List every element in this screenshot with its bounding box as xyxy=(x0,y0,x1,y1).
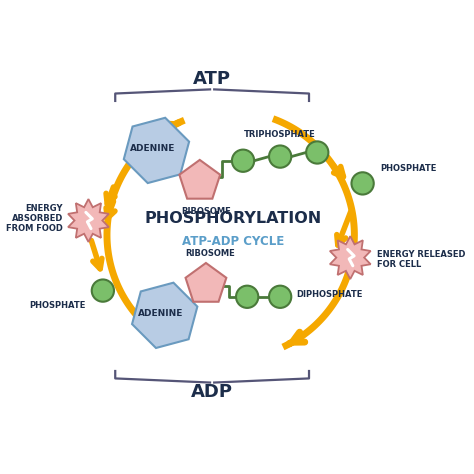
Text: ENERGY RELEASED
FOR CELL: ENERGY RELEASED FOR CELL xyxy=(377,250,465,269)
Circle shape xyxy=(232,150,254,172)
Circle shape xyxy=(269,146,292,168)
Text: DIPHOSPHATE: DIPHOSPHATE xyxy=(297,290,363,299)
Text: PHOSPHORYLATION: PHOSPHORYLATION xyxy=(144,211,321,226)
Text: PHOSPHATE: PHOSPHATE xyxy=(29,301,85,310)
Text: ADENINE: ADENINE xyxy=(138,309,183,318)
Circle shape xyxy=(269,286,292,308)
Text: RIBOSOME: RIBOSOME xyxy=(181,207,231,216)
Polygon shape xyxy=(330,236,371,279)
Text: ADENINE: ADENINE xyxy=(130,144,175,153)
Circle shape xyxy=(236,286,258,308)
Text: ATP: ATP xyxy=(193,71,231,89)
Polygon shape xyxy=(132,283,197,348)
Text: ADP: ADP xyxy=(191,383,233,401)
Text: RIBOSOME: RIBOSOME xyxy=(185,249,235,257)
Text: ATP-ADP CYCLE: ATP-ADP CYCLE xyxy=(182,235,284,247)
Text: TRIPHOSPHATE: TRIPHOSPHATE xyxy=(244,130,316,139)
Polygon shape xyxy=(179,160,220,199)
Polygon shape xyxy=(68,199,109,242)
Circle shape xyxy=(306,141,328,164)
Text: ENERGY
ABSORBED
FROM FOOD: ENERGY ABSORBED FROM FOOD xyxy=(6,203,63,233)
Circle shape xyxy=(352,172,374,194)
Polygon shape xyxy=(185,263,226,302)
Polygon shape xyxy=(124,118,189,183)
Circle shape xyxy=(92,280,114,302)
Text: PHOSPHATE: PHOSPHATE xyxy=(380,164,436,173)
